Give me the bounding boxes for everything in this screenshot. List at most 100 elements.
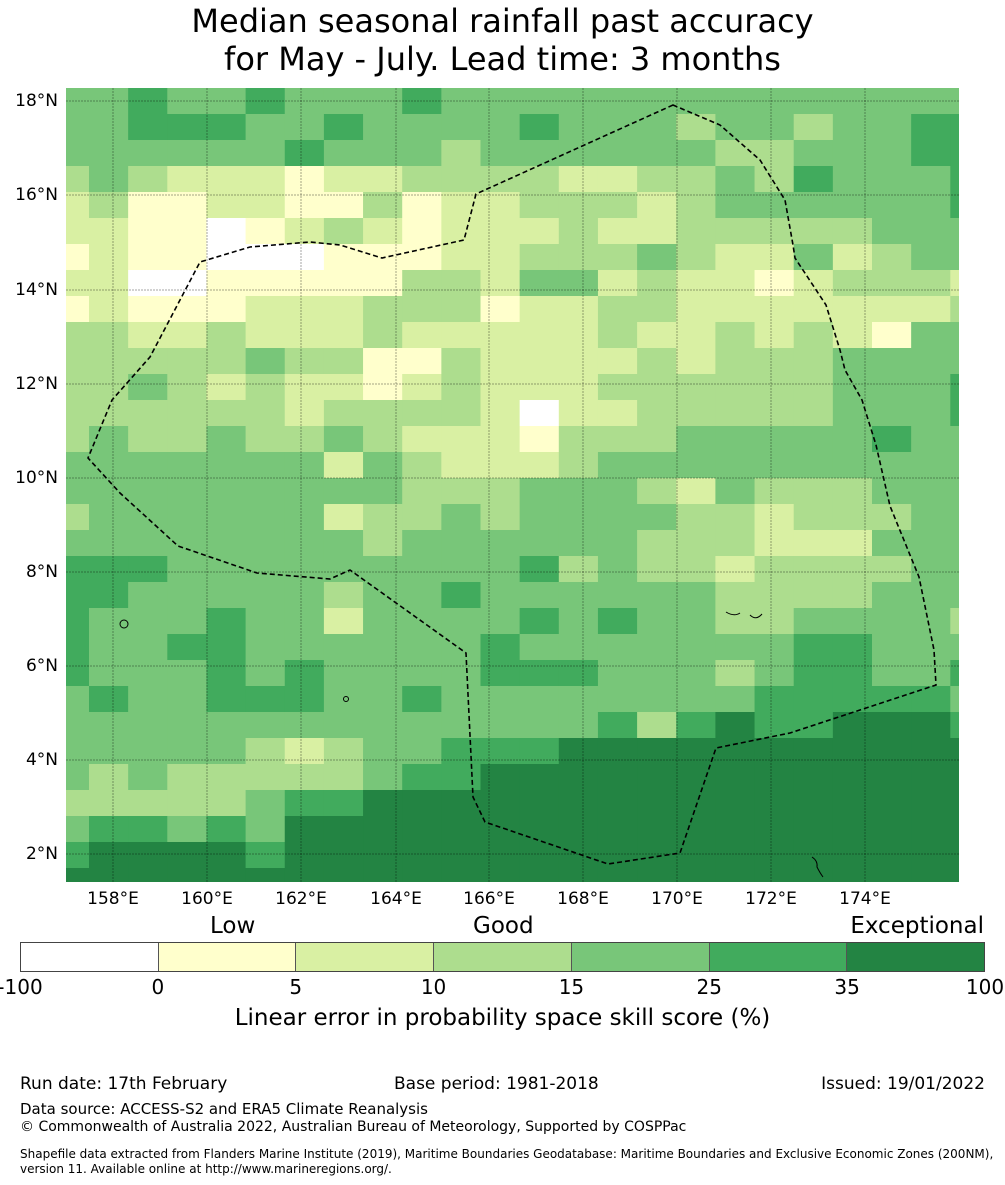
map-cell xyxy=(480,712,521,739)
map-cell xyxy=(754,192,795,219)
map-cell xyxy=(245,322,286,349)
map-cell xyxy=(206,88,247,115)
map-cell xyxy=(832,842,873,869)
map-cell xyxy=(206,530,247,557)
map-cell xyxy=(637,192,677,219)
map-cell xyxy=(441,712,482,739)
map-cell xyxy=(793,686,834,713)
map-cell xyxy=(519,140,560,167)
map-cell xyxy=(323,660,364,687)
map-cell xyxy=(676,166,716,193)
map-cell xyxy=(911,452,951,479)
map-cell xyxy=(323,608,364,635)
map-cell xyxy=(754,348,795,375)
colorbar-segment xyxy=(847,943,985,971)
map-cell xyxy=(676,660,716,687)
map-cell xyxy=(402,244,442,271)
map-cell xyxy=(245,530,286,557)
map-cell xyxy=(480,842,521,869)
map-cell xyxy=(715,400,756,427)
map-cell xyxy=(66,868,90,882)
map-cell xyxy=(402,634,442,661)
map-cell xyxy=(676,608,716,635)
map-cell xyxy=(284,88,325,115)
map-cell xyxy=(872,816,912,843)
map-cell xyxy=(872,192,912,219)
map-cell xyxy=(832,530,873,557)
map-cell xyxy=(793,244,834,271)
map-cell xyxy=(441,244,482,271)
legend-low-label: Low xyxy=(210,913,256,939)
map-cell xyxy=(363,218,403,245)
map-cell xyxy=(66,452,90,479)
map-cell xyxy=(637,348,677,375)
map-cell xyxy=(832,634,873,661)
map-cell xyxy=(167,114,208,141)
map-cell xyxy=(754,816,795,843)
map-cell xyxy=(715,452,756,479)
map-cell xyxy=(558,478,599,505)
map-cell xyxy=(245,374,286,401)
map-cell xyxy=(911,166,951,193)
map-cell xyxy=(245,738,286,765)
map-cell xyxy=(206,296,247,323)
map-cell xyxy=(441,608,482,635)
map-cell xyxy=(597,270,638,297)
map-cell xyxy=(715,426,756,453)
map-cell xyxy=(206,270,247,297)
map-cell xyxy=(872,166,912,193)
map-cell xyxy=(66,530,90,557)
map-cell xyxy=(441,322,482,349)
map-cell xyxy=(558,400,599,427)
map-cell xyxy=(402,504,442,531)
map-cell xyxy=(676,712,716,739)
map-cell xyxy=(402,764,442,791)
map-cell xyxy=(323,764,364,791)
map-cell xyxy=(597,660,638,687)
map-cell xyxy=(167,88,208,115)
map-cell xyxy=(66,426,90,453)
map-cell xyxy=(832,478,873,505)
map-cell xyxy=(676,218,716,245)
map-cell xyxy=(793,634,834,661)
map-cell xyxy=(519,478,560,505)
map-cell xyxy=(89,712,129,739)
map-cell xyxy=(128,738,168,765)
colorbar-segment xyxy=(21,943,159,971)
map-cell xyxy=(872,322,912,349)
map-cell xyxy=(715,634,756,661)
map-cell xyxy=(363,868,403,882)
map-cell xyxy=(323,634,364,661)
map-cell xyxy=(597,686,638,713)
map-cell xyxy=(519,530,560,557)
map-cell xyxy=(89,868,129,882)
map-cell xyxy=(754,608,795,635)
map-cell xyxy=(128,218,168,245)
map-cell xyxy=(872,634,912,661)
map-cell xyxy=(245,790,286,817)
colorbar-tick-label: 10 xyxy=(420,975,447,999)
map-cell xyxy=(284,452,325,479)
map-cell xyxy=(89,114,129,141)
map-cell xyxy=(832,452,873,479)
map-cell xyxy=(872,608,912,635)
map-cell xyxy=(284,192,325,219)
map-cell xyxy=(89,842,129,869)
map-cell xyxy=(637,504,677,531)
map-cell xyxy=(323,842,364,869)
map-cell xyxy=(597,790,638,817)
map-cell xyxy=(637,608,677,635)
map-cell xyxy=(558,504,599,531)
map-cell xyxy=(402,374,442,401)
map-cell xyxy=(872,504,912,531)
map-cell xyxy=(441,790,482,817)
map-cell xyxy=(128,88,168,115)
map-cell xyxy=(911,296,951,323)
latitude-label: 14°N xyxy=(15,280,58,300)
map-cell xyxy=(911,738,951,765)
map-cell xyxy=(676,634,716,661)
map-cell xyxy=(558,296,599,323)
map-cell xyxy=(676,738,716,765)
island-outline xyxy=(725,611,763,619)
map-cell xyxy=(323,738,364,765)
